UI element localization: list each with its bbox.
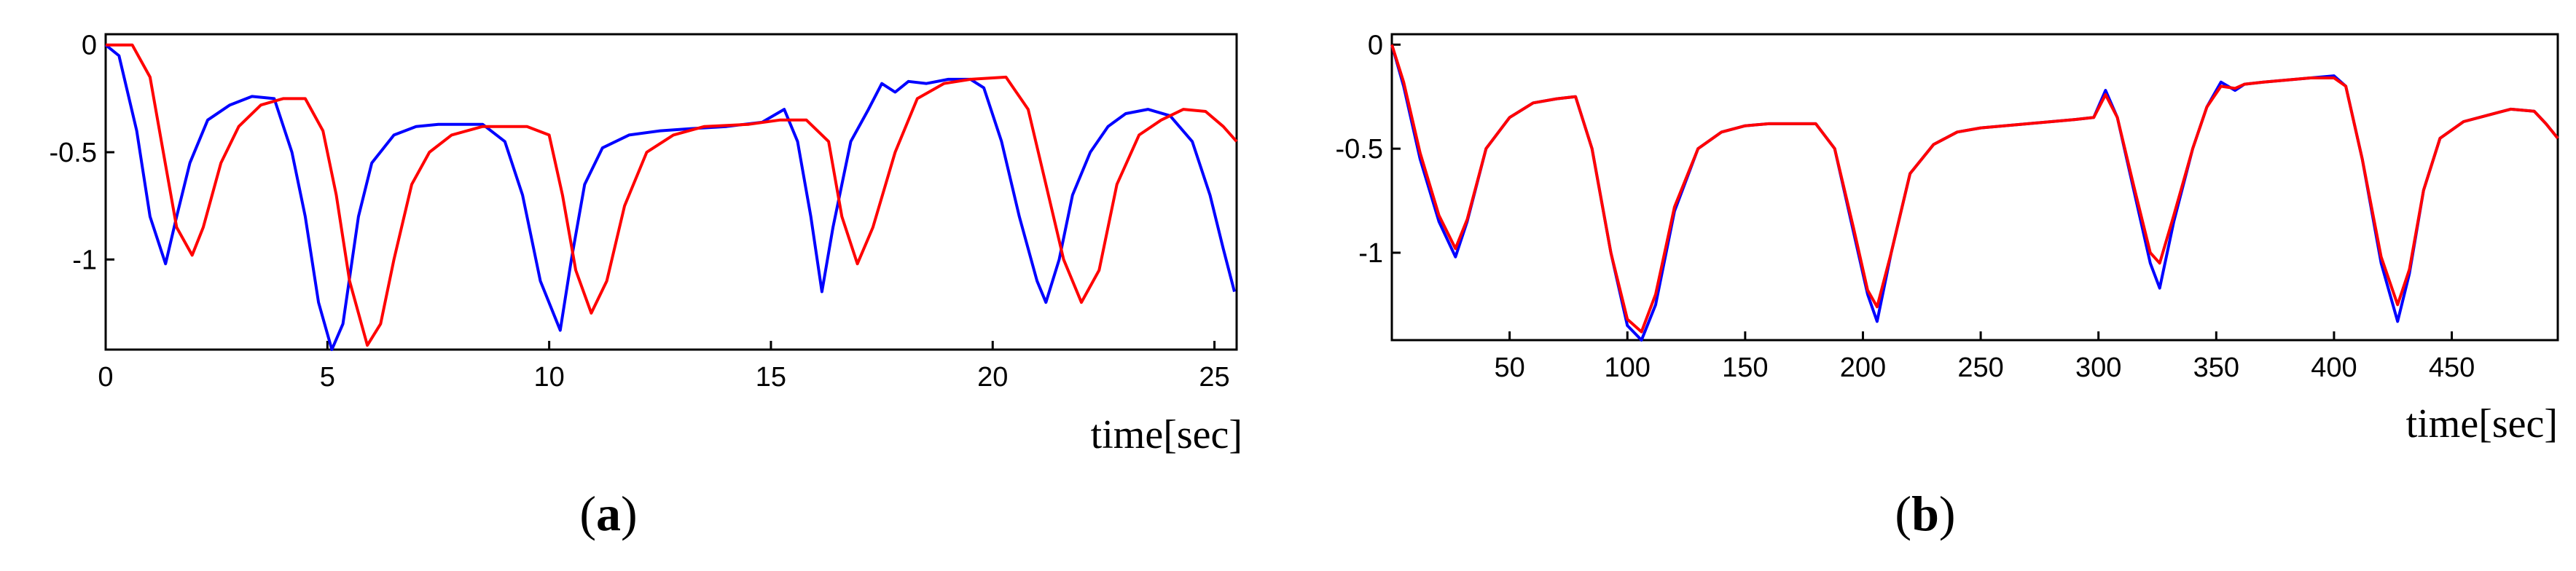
y-tick-label: -1 <box>72 245 97 275</box>
plot-frame <box>1390 33 2559 342</box>
subfigure-b-letter: b <box>1911 486 1939 541</box>
x-tick-label: 0 <box>98 362 113 393</box>
y-tick-label: -0.5 <box>1336 134 1383 165</box>
x-tick-label: 15 <box>756 362 786 393</box>
x-tick-label: 400 <box>2311 353 2357 383</box>
x-axis-label: time[sec] <box>2406 401 2558 446</box>
x-tick-label: 350 <box>2193 353 2239 383</box>
x-tick-label: 25 <box>1199 362 1229 393</box>
series-line-blue <box>1390 44 2559 342</box>
y-tick-label: 0 <box>1368 30 1383 60</box>
panel-a: 0 5 10 15 20 25 0 -0.5 -1 time[sec] <box>50 31 1242 457</box>
x-tick-label: 20 <box>977 362 1008 393</box>
subfigure-b-label: (b) <box>1895 486 1955 541</box>
x-axis-label: time[sec] <box>1091 412 1242 457</box>
y-tick-label: -1 <box>1358 238 1383 269</box>
series-line-blue <box>104 44 1236 351</box>
x-tick-label: 150 <box>1722 353 1768 383</box>
series-line-red <box>106 43 1238 347</box>
x-tick-label: 50 <box>1494 353 1524 383</box>
x-tick-label: 250 <box>1957 353 2003 383</box>
subfigure-a-letter: a <box>596 486 621 541</box>
panel-b: 50 100 150 200 250 300 350 400 450 0 -0.5 -1 time[se… <box>1336 30 2559 446</box>
subfigure-a-label: (a) <box>579 486 637 541</box>
x-tick-label: 100 <box>1605 353 1651 383</box>
x-tick-label: 300 <box>2075 353 2121 383</box>
plot-frame <box>104 33 1238 351</box>
y-tick-label: -0.5 <box>50 138 97 168</box>
x-tick-label: 200 <box>1840 353 1886 383</box>
x-tick-label: 10 <box>533 362 564 393</box>
x-tick-label: 450 <box>2429 353 2475 383</box>
series-line-red <box>1390 44 2559 334</box>
y-tick-label: 0 <box>82 31 97 61</box>
x-tick-label: 5 <box>320 362 335 393</box>
